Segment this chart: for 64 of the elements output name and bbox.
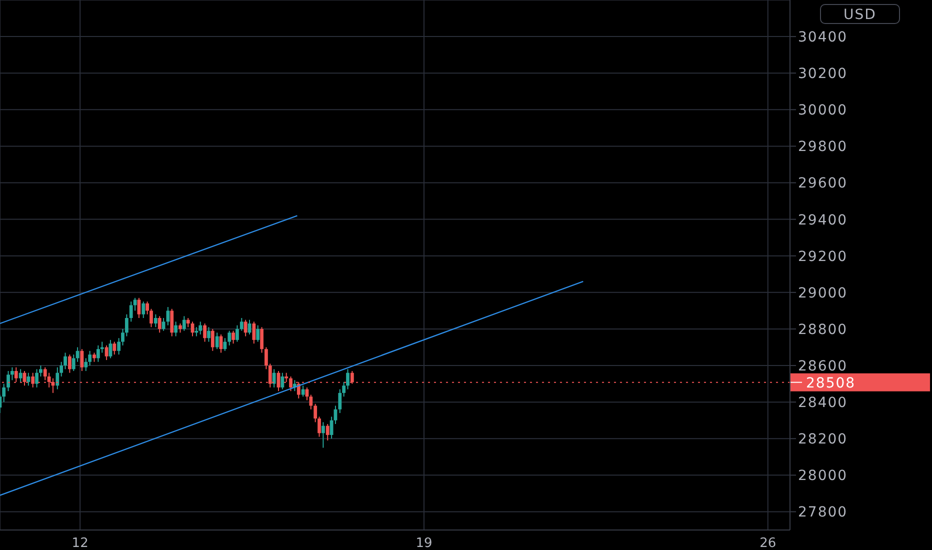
x-tick-label: 19 <box>416 536 432 550</box>
y-tick-label: 27800 <box>798 504 848 521</box>
candlestick <box>174 321 178 337</box>
candlestick <box>129 301 133 322</box>
y-tick-label: 28200 <box>798 432 848 448</box>
candlestick <box>108 339 112 359</box>
candlestick <box>228 330 232 346</box>
candlestick <box>210 328 214 352</box>
y-tick-label: 30400 <box>798 30 848 46</box>
candlestick <box>166 306 170 326</box>
candlestick <box>56 366 60 390</box>
y-tick-label: 29400 <box>798 212 848 228</box>
candlestick <box>142 301 146 318</box>
ref-line-label: 28508 <box>806 375 856 392</box>
candlestick <box>338 388 342 414</box>
candlestick <box>256 324 260 342</box>
candlestick <box>232 330 235 344</box>
candlestick <box>96 344 100 362</box>
candlestick <box>137 297 141 318</box>
candlestick <box>18 368 22 382</box>
candlestick <box>170 308 174 337</box>
y-tick-label: 30000 <box>798 102 848 119</box>
y-axis-title: USD <box>820 4 900 24</box>
y-tick-label: 28000 <box>798 468 848 484</box>
y-tick-label: 29000 <box>798 285 848 302</box>
candlestick <box>158 316 162 334</box>
y-tick-label: 29200 <box>798 248 848 265</box>
candlestick <box>321 422 325 448</box>
candlestick <box>26 372 30 386</box>
y-tick-label: 29600 <box>798 176 848 192</box>
candlestick <box>284 372 288 382</box>
candlestick <box>203 322 206 342</box>
candlestick <box>182 316 186 332</box>
candlestick <box>186 318 190 328</box>
candlestick <box>260 326 264 354</box>
candlestick <box>236 324 239 342</box>
y-tick-label: 28600 <box>798 358 848 374</box>
candlestick <box>215 332 219 350</box>
candlestick <box>223 338 227 352</box>
candlestick <box>280 372 284 390</box>
candlestick <box>84 358 88 372</box>
candlestick <box>112 341 116 356</box>
candlestick <box>326 424 330 441</box>
candlestick <box>154 314 158 328</box>
x-tick-label: 26 <box>760 536 776 550</box>
candlestick <box>104 344 108 361</box>
candlestick <box>207 326 210 342</box>
candlestick <box>178 322 182 334</box>
candlestick <box>252 321 256 344</box>
y-tick-label: 28800 <box>798 322 848 338</box>
candlestick <box>272 368 276 388</box>
x-tick-label: 12 <box>72 536 88 550</box>
candlestick <box>162 318 166 332</box>
y-tick-label: 30200 <box>798 66 848 82</box>
candlestick <box>198 321 202 335</box>
candlestick <box>301 385 305 398</box>
y-tick-label: 29800 <box>798 139 848 156</box>
candlestick <box>92 352 96 362</box>
candlestick <box>68 354 72 374</box>
candlestick <box>240 318 244 332</box>
candlestick <box>35 368 38 388</box>
candlestick <box>6 370 10 392</box>
y-tick-label: 28400 <box>798 395 848 412</box>
candlestick <box>244 319 248 337</box>
